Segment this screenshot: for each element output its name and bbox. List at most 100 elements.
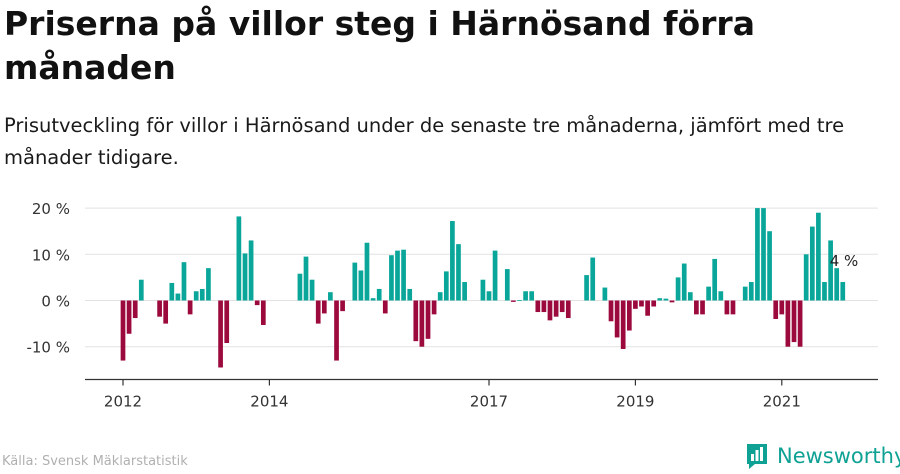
bar: [608, 300, 614, 322]
bar: [321, 300, 327, 314]
annotation-label: 4 %: [830, 252, 859, 270]
bar: [157, 300, 162, 317]
bar: [681, 263, 687, 301]
bar: [541, 300, 547, 313]
brand-name: Newsworthy: [777, 444, 900, 468]
x-tick-label: 2012: [104, 393, 142, 411]
bar: [443, 271, 449, 301]
bar: [431, 300, 437, 315]
bar: [187, 300, 193, 315]
newsworthy-logo[interactable]: Newsworthy: [745, 442, 900, 470]
bar: [645, 300, 650, 316]
bar: [389, 255, 394, 301]
bar: [254, 300, 260, 306]
bar: [352, 262, 358, 301]
bar: [169, 282, 175, 301]
bar: [614, 300, 620, 338]
bar: [236, 216, 242, 301]
y-tick-label: 10 %: [32, 246, 70, 264]
x-tick-label: 2021: [763, 393, 801, 411]
bar: [242, 253, 248, 301]
bar: [620, 300, 626, 350]
bar: [669, 300, 675, 303]
newsworthy-logo-icon: [747, 444, 767, 469]
bar: [407, 288, 413, 301]
bar: [504, 269, 510, 301]
bar: [334, 300, 339, 361]
bar: [358, 270, 364, 301]
x-tick-label: 2019: [616, 393, 654, 411]
bar: [382, 300, 388, 314]
bar: [809, 226, 815, 301]
bar: [309, 279, 315, 301]
bar: [120, 300, 126, 361]
annotation: 4 %: [830, 252, 859, 270]
bar: [748, 282, 754, 301]
chart-subtitle: Prisutveckling för villor i Härnösand un…: [4, 114, 845, 169]
bar: [529, 291, 535, 301]
bar: [553, 300, 559, 317]
bar: [584, 275, 589, 301]
bar: [803, 254, 809, 301]
bar: [712, 258, 718, 301]
bar: [590, 257, 596, 301]
bar: [779, 300, 785, 315]
bar: [376, 288, 382, 301]
bar: [401, 249, 406, 301]
bar: [822, 282, 827, 301]
bar: [193, 291, 199, 301]
bar: [657, 298, 663, 301]
bar: [395, 250, 400, 301]
source-note: Källa: Svensk Mäklarstatistik: [2, 454, 188, 469]
bar: [511, 300, 516, 302]
y-tick-label: 0 %: [41, 293, 70, 311]
bar: [828, 240, 833, 301]
bar: [523, 291, 528, 301]
bar: [370, 298, 376, 301]
bar: [175, 293, 181, 301]
bar: [663, 298, 669, 301]
bar: [480, 279, 486, 301]
bar: [816, 212, 821, 301]
y-axis-labels: -10 % 0 % 10 % 20 %: [26, 200, 70, 357]
bar: [419, 300, 425, 347]
bar: [126, 300, 132, 334]
bar: [700, 300, 705, 315]
bar: [767, 231, 772, 301]
bar: [486, 291, 492, 301]
bar: [462, 282, 467, 301]
bar: [517, 300, 522, 301]
bar: [450, 221, 455, 301]
bar: [651, 300, 657, 307]
bar: [565, 300, 571, 319]
bar: [248, 240, 254, 301]
bar: [456, 244, 461, 301]
bar: [602, 287, 608, 301]
bar: [260, 300, 266, 325]
bar: [138, 279, 144, 301]
bar: [492, 250, 498, 301]
bar: [413, 300, 419, 342]
bar: [675, 277, 681, 301]
bar: [797, 300, 803, 347]
bar: [687, 292, 693, 301]
bar: [163, 300, 169, 324]
bar: [694, 300, 699, 315]
bar: [639, 300, 644, 307]
bar: [206, 268, 211, 301]
bars: [120, 208, 846, 368]
bar: [761, 208, 766, 301]
bar: [303, 256, 309, 301]
bar: [328, 292, 333, 301]
chart-title: Priserna på villor steg i Härnösand förr…: [4, 4, 755, 87]
y-tick-label: 20 %: [32, 200, 70, 218]
bar: [785, 300, 791, 347]
bar: [755, 208, 760, 301]
bar: [633, 300, 638, 309]
bar: [535, 300, 541, 313]
bar: [834, 268, 840, 301]
bar: [315, 300, 321, 324]
x-tick-label: 2014: [250, 393, 288, 411]
x-tick-label: 2017: [470, 393, 508, 411]
bar-chart: -10 % 0 % 10 % 20 % 2012 2014 2017 2019 2021 4 …: [26, 200, 878, 411]
